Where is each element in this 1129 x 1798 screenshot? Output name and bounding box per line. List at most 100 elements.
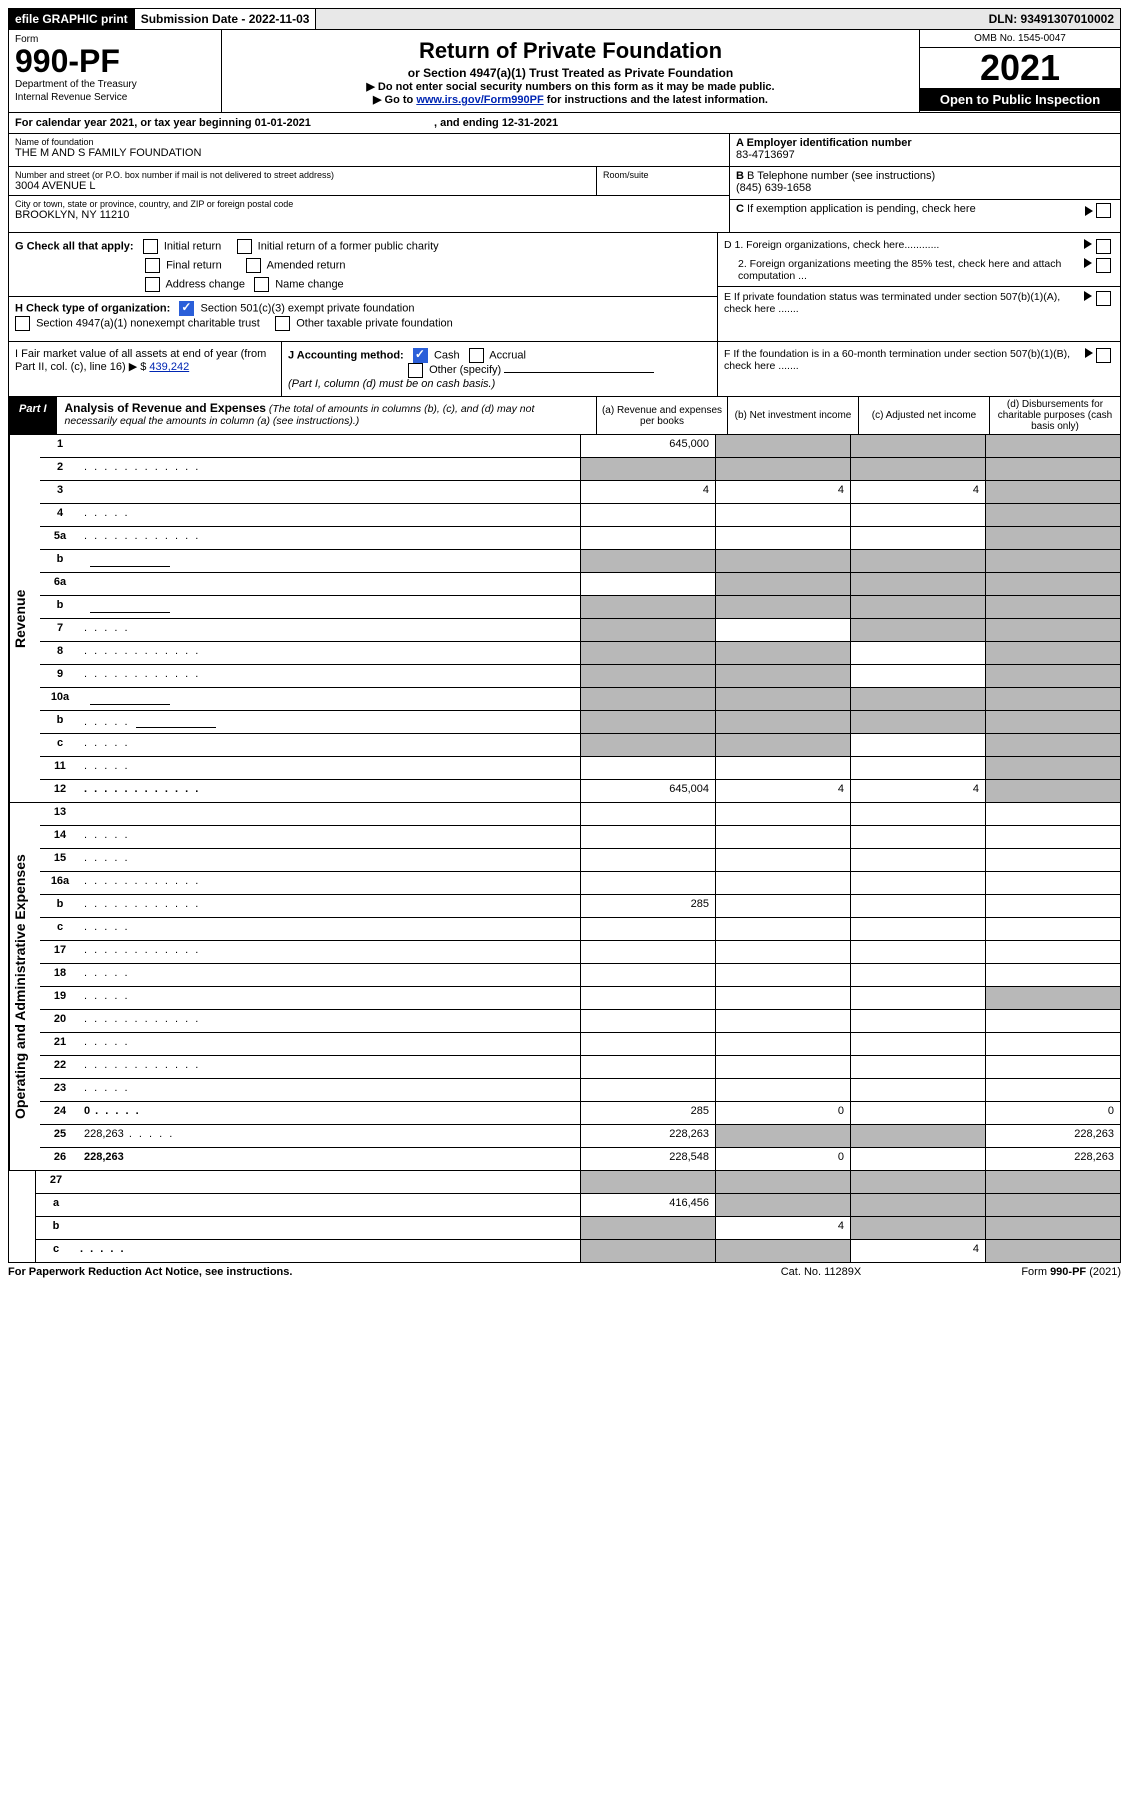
h-label: H Check type of organization: xyxy=(15,302,170,314)
amount-cell xyxy=(850,734,985,756)
omb-number: OMB No. 1545-0047 xyxy=(920,30,1120,48)
row-number: 8 xyxy=(40,642,80,664)
arrow-icon xyxy=(1085,348,1093,358)
g-name-checkbox[interactable] xyxy=(254,277,269,292)
row-desc xyxy=(80,757,580,779)
page-footer: For Paperwork Reduction Act Notice, see … xyxy=(8,1263,1121,1278)
g-final-checkbox[interactable] xyxy=(145,258,160,273)
amount-cell xyxy=(985,987,1120,1009)
row-number: 24 xyxy=(40,1102,80,1124)
amount-cell xyxy=(580,1010,715,1032)
form990pf-link[interactable]: www.irs.gov/Form990PF xyxy=(416,94,543,106)
amount-cell xyxy=(985,642,1120,664)
table-row: b xyxy=(40,550,1120,573)
h-501c3-checkbox[interactable] xyxy=(179,301,194,316)
g-initial-former-checkbox[interactable] xyxy=(237,239,252,254)
amount-cell xyxy=(715,1010,850,1032)
row-desc: 0 xyxy=(80,1102,580,1124)
amount-cell xyxy=(715,1033,850,1055)
table-row: 2 xyxy=(40,458,1120,481)
table-row: 16a xyxy=(40,872,1120,895)
amount-cell xyxy=(580,711,715,733)
table-row: 20 xyxy=(40,1010,1120,1033)
ssn-note: ▶ Do not enter social security numbers o… xyxy=(228,80,913,93)
amount-cell: 4 xyxy=(715,780,850,802)
g-label: G Check all that apply: xyxy=(15,240,134,252)
table-row: 26228,263228,5480228,263 xyxy=(40,1148,1120,1170)
amount-cell xyxy=(580,688,715,710)
amount-cell xyxy=(985,573,1120,595)
ein-value: 83-4713697 xyxy=(736,149,1114,161)
amount-cell xyxy=(580,1033,715,1055)
g-address-checkbox[interactable] xyxy=(145,277,160,292)
d1-checkbox[interactable] xyxy=(1096,239,1111,254)
amount-cell xyxy=(580,1240,715,1262)
g-initial-checkbox[interactable] xyxy=(143,239,158,254)
efile-label[interactable]: efile GRAPHIC print xyxy=(9,9,134,29)
amount-cell xyxy=(850,1079,985,1101)
f-checkbox[interactable] xyxy=(1096,348,1111,363)
row-desc xyxy=(80,481,580,503)
table-row: 22 xyxy=(40,1056,1120,1079)
amount-cell xyxy=(715,665,850,687)
row-number: c xyxy=(40,918,80,940)
table-row: 10a xyxy=(40,688,1120,711)
amount-cell xyxy=(715,1056,850,1078)
row-number: b xyxy=(40,895,80,917)
c-checkbox[interactable] xyxy=(1096,203,1111,218)
h-other-checkbox[interactable] xyxy=(275,316,290,331)
header-right: OMB No. 1545-0047 2021 Open to Public In… xyxy=(919,30,1120,112)
amount-cell xyxy=(850,711,985,733)
amount-cell xyxy=(715,895,850,917)
j-accrual-checkbox[interactable] xyxy=(469,348,484,363)
row-number: 21 xyxy=(40,1033,80,1055)
f-label: F If the foundation is in a 60-month ter… xyxy=(724,348,1085,372)
col-c-header: (c) Adjusted net income xyxy=(859,397,990,434)
amount-cell xyxy=(985,1194,1120,1216)
tax-year: 2021 xyxy=(920,48,1120,88)
row-desc xyxy=(76,1240,580,1262)
topbar: efile GRAPHIC print Submission Date - 20… xyxy=(8,8,1121,30)
row-desc xyxy=(80,918,580,940)
row-desc xyxy=(80,895,580,917)
row-number: c xyxy=(36,1240,76,1262)
amount-cell xyxy=(985,458,1120,480)
amount-cell xyxy=(850,504,985,526)
amount-cell xyxy=(580,757,715,779)
fmv-value[interactable]: 439,242 xyxy=(149,361,189,373)
j-other-checkbox[interactable] xyxy=(408,363,423,378)
h-4947-checkbox[interactable] xyxy=(15,316,30,331)
row-desc xyxy=(76,1217,580,1239)
j-cash-checkbox[interactable] xyxy=(413,348,428,363)
form-number: 990-PF xyxy=(15,45,215,77)
amount-cell xyxy=(580,504,715,526)
amount-cell xyxy=(715,527,850,549)
amount-cell xyxy=(850,550,985,572)
table-row: 27 xyxy=(36,1171,1120,1194)
row-number: 20 xyxy=(40,1010,80,1032)
row-desc xyxy=(80,780,580,802)
row-desc xyxy=(80,964,580,986)
amount-cell xyxy=(715,619,850,641)
amount-cell: 4 xyxy=(850,780,985,802)
e-checkbox[interactable] xyxy=(1096,291,1111,306)
amount-cell xyxy=(580,619,715,641)
d2-checkbox[interactable] xyxy=(1096,258,1111,273)
table-row: 17 xyxy=(40,941,1120,964)
table-row: 11 xyxy=(40,757,1120,780)
row-number: 1 xyxy=(40,435,80,457)
amount-cell xyxy=(850,642,985,664)
amount-cell xyxy=(985,964,1120,986)
amount-cell xyxy=(985,665,1120,687)
row-desc xyxy=(80,1056,580,1078)
row-desc xyxy=(80,987,580,1009)
amount-cell: 4 xyxy=(580,481,715,503)
amount-cell xyxy=(850,435,985,457)
table-row: 25228,263228,263228,263 xyxy=(40,1125,1120,1148)
amount-cell xyxy=(715,941,850,963)
amount-cell xyxy=(985,849,1120,871)
amount-cell xyxy=(850,527,985,549)
form-header: Form 990-PF Department of the Treasury I… xyxy=(8,30,1121,113)
g-amended-checkbox[interactable] xyxy=(246,258,261,273)
row-number: b xyxy=(40,711,80,733)
